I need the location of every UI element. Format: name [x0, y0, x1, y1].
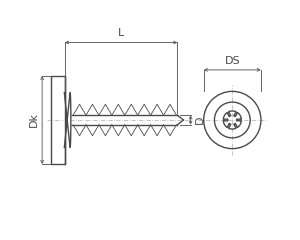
Text: Dk: Dk: [29, 113, 39, 127]
Text: DS: DS: [224, 56, 240, 66]
Polygon shape: [64, 93, 71, 147]
Text: D: D: [194, 116, 204, 124]
Text: L: L: [118, 28, 124, 38]
